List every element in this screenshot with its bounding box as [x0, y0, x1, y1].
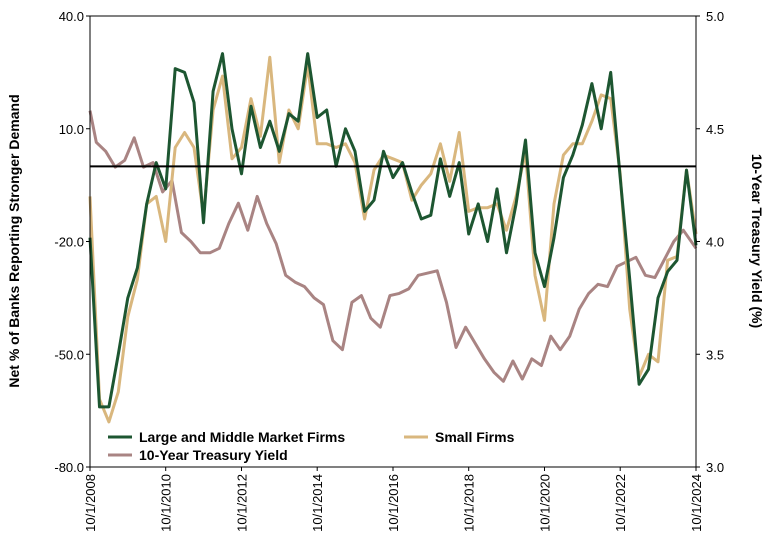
legend-label-treasury: 10-Year Treasury Yield	[139, 447, 288, 463]
x-tick-label: 10/1/2018	[462, 474, 477, 532]
y-left-tick-label: 10.0	[59, 122, 84, 137]
x-tick-label: 10/1/2012	[235, 474, 250, 532]
plot-frame	[89, 15, 697, 468]
y-right-tick-label: 4.0	[706, 235, 724, 250]
x-tick-label: 10/1/2024	[689, 474, 704, 532]
series-line-small-firms	[88, 55, 698, 424]
legend-label-large: Large and Middle Market Firms	[139, 429, 345, 445]
y-left-tick-label: 40.0	[59, 9, 84, 24]
x-tick-label: 10/1/2016	[386, 474, 401, 532]
x-tick-label: 10/1/2020	[538, 474, 553, 532]
y-right-tick-label: 4.5	[706, 122, 724, 137]
y-axis-right-title: 10-Year Treasury Yield (%)	[749, 154, 765, 328]
y-right-tick-label: 3.0	[706, 460, 724, 475]
legend: Large and Middle Market Firms 10-Year Tr…	[108, 429, 515, 463]
x-tick-label: 10/1/2022	[613, 474, 628, 532]
series-line-large-middle-firms	[88, 52, 698, 409]
x-tick-label: 10/1/2010	[159, 474, 174, 532]
y-right-tick-label: 3.5	[706, 347, 724, 362]
y-left-tick-label: -50.0	[54, 347, 84, 362]
y-left-tick-label: -80.0	[54, 460, 84, 475]
y-right-tick-label: 5.0	[706, 9, 724, 24]
legend-label-small: Small Firms	[435, 429, 515, 445]
series-line-10yr-treasury	[88, 110, 698, 383]
y-axis-left-title: Net % of Banks Reporting Stronger Demand	[6, 94, 22, 387]
x-tick-label: 10/1/2008	[83, 474, 98, 532]
y-left-tick-label: -20.0	[54, 235, 84, 250]
x-tick-label: 10/1/2014	[310, 474, 325, 532]
